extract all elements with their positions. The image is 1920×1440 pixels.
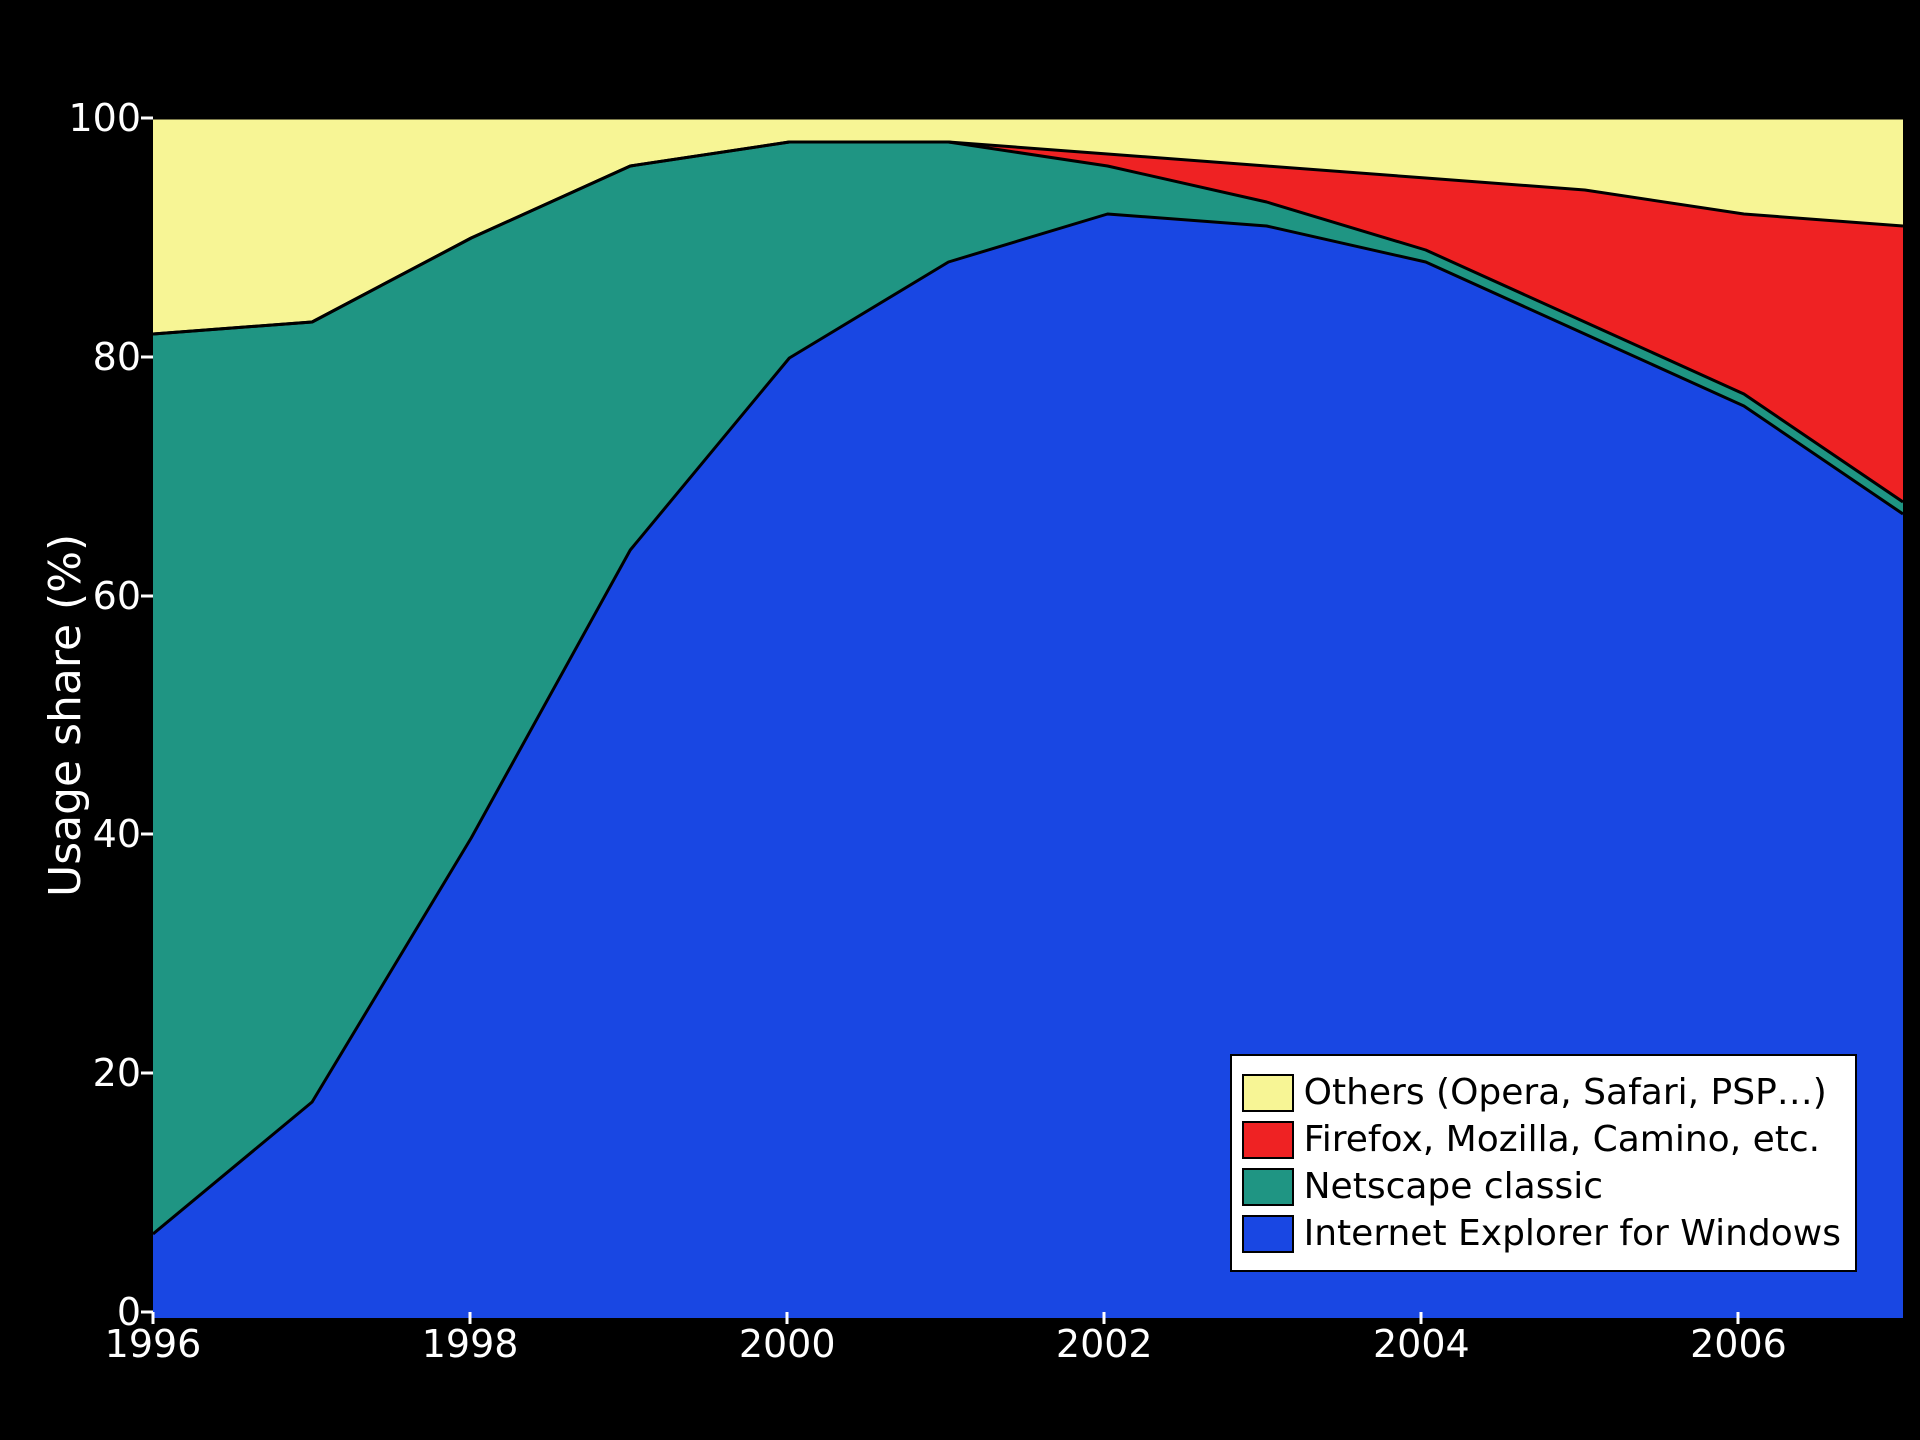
x-tick-label: 2004 <box>1373 1322 1470 1366</box>
y-tick-label: 100 <box>68 96 141 140</box>
legend-label: Netscape classic <box>1304 1166 1603 1207</box>
legend: Others (Opera, Safari, PSP…) Firefox, Moz… <box>1230 1054 1857 1272</box>
x-tick-label: 2006 <box>1690 1322 1787 1366</box>
y-tick-mark <box>141 117 153 120</box>
legend-item: Firefox, Mozilla, Camino, etc. <box>1242 1119 1841 1160</box>
legend-item: Others (Opera, Safari, PSP…) <box>1242 1072 1841 1113</box>
y-tick-mark <box>141 833 153 836</box>
plot-area: Others (Opera, Safari, PSP…) Firefox, Moz… <box>150 115 1900 1315</box>
y-tick-label: 60 <box>93 574 141 618</box>
legend-item: Internet Explorer for Windows <box>1242 1213 1841 1254</box>
y-axis-title: Usage share (%) <box>40 533 91 896</box>
y-tick-mark <box>141 1072 153 1075</box>
x-tick-label: 1998 <box>422 1322 519 1366</box>
legend-swatch <box>1242 1121 1294 1159</box>
x-tick-label: 2002 <box>1056 1322 1153 1366</box>
legend-swatch <box>1242 1215 1294 1253</box>
x-tick-label: 1996 <box>105 1322 202 1366</box>
y-tick-label: 40 <box>93 812 141 856</box>
y-tick-label: 20 <box>93 1051 141 1095</box>
y-tick-mark <box>141 355 153 358</box>
legend-swatch <box>1242 1168 1294 1206</box>
y-tick-label: 80 <box>93 335 141 379</box>
legend-label: Firefox, Mozilla, Camino, etc. <box>1304 1119 1820 1160</box>
legend-label: Internet Explorer for Windows <box>1304 1213 1841 1254</box>
legend-label: Others (Opera, Safari, PSP…) <box>1304 1072 1827 1113</box>
legend-item: Netscape classic <box>1242 1166 1841 1207</box>
legend-swatch <box>1242 1074 1294 1112</box>
x-tick-label: 2000 <box>739 1322 836 1366</box>
y-tick-mark <box>141 594 153 597</box>
